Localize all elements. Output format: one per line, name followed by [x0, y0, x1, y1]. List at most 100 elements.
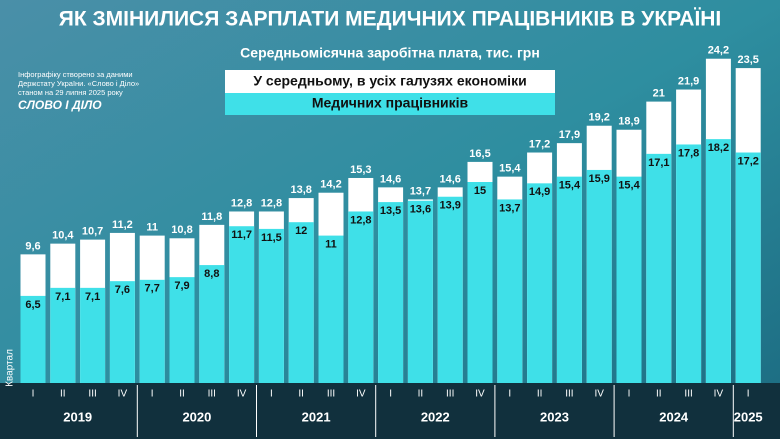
x-tick-label: II	[179, 389, 185, 400]
source-note: станом на 29 липня 2025 року	[18, 88, 123, 97]
x-tick-label: III	[684, 389, 692, 400]
bar-medical	[288, 222, 314, 383]
bar-medical	[139, 279, 165, 383]
value-label: 17,1	[648, 157, 669, 169]
bar-medical	[407, 200, 433, 383]
value-label: 14,6	[439, 173, 460, 185]
bar-medical	[50, 287, 76, 383]
value-label: 11,5	[261, 232, 282, 244]
x-tick-label: IV	[356, 389, 366, 400]
value-label: 12	[295, 225, 307, 237]
x-tick-label: II	[418, 389, 424, 400]
bar-medical	[527, 183, 553, 383]
x-tick-label: II	[298, 389, 304, 400]
value-label: 14,2	[320, 179, 341, 191]
value-label: 16,5	[469, 148, 490, 160]
value-label: 14,9	[529, 186, 550, 198]
value-label: 12,8	[350, 214, 371, 226]
bar-medical	[586, 169, 612, 383]
logo: СЛОВО І ДІЛО	[18, 98, 102, 112]
value-label: 15,4	[559, 180, 581, 192]
x-tick-label: III	[208, 389, 216, 400]
bar-medical	[258, 228, 284, 383]
value-label: 17,2	[737, 155, 758, 167]
x-tick-label: I	[389, 389, 392, 400]
bar-medical	[20, 295, 46, 383]
value-label: 7,7	[145, 283, 160, 295]
year-label: 2025	[734, 409, 763, 424]
value-label: 18,9	[618, 116, 639, 128]
value-label: 7,6	[115, 284, 130, 296]
legend-swatch	[225, 70, 555, 93]
source-note: Інфографіку створено за даними	[18, 70, 133, 79]
value-label: 10,8	[171, 224, 192, 236]
x-tick-label: II	[656, 389, 662, 400]
x-tick-label: I	[270, 389, 273, 400]
bar-medical	[735, 152, 761, 383]
legend-swatch	[225, 93, 555, 115]
chart-title: ЯК ЗМІНИЛИСЯ ЗАРПЛАТИ МЕДИЧНИХ ПРАЦІВНИК…	[59, 8, 722, 31]
bar-medical	[467, 182, 493, 383]
value-label: 21	[653, 88, 665, 100]
value-label: 15,9	[588, 173, 609, 185]
x-tick-label: III	[327, 389, 335, 400]
value-label: 8,8	[204, 268, 219, 280]
value-label: 17,2	[529, 138, 550, 150]
x-tick-label: I	[628, 389, 631, 400]
chart-subtitle: Середньомісячна заробітна плата, тис. гр…	[240, 45, 540, 61]
year-label: 2020	[182, 409, 211, 424]
year-label: 2021	[302, 409, 331, 424]
value-label: 6,5	[25, 299, 40, 311]
bar-medical	[616, 176, 642, 383]
value-label: 13,8	[290, 184, 311, 196]
bar-medical	[676, 144, 702, 383]
bar-medical	[437, 196, 463, 383]
bar-medical	[497, 199, 523, 383]
value-label: 15,3	[350, 164, 371, 176]
value-label: 7,1	[55, 291, 70, 303]
x-tick-label: IV	[118, 389, 128, 400]
x-tick-label: I	[32, 389, 35, 400]
bar-medical	[169, 277, 195, 383]
value-label: 14,6	[380, 173, 401, 185]
value-label: 13,9	[439, 200, 460, 212]
value-label: 13,5	[380, 205, 401, 217]
bar-medical	[199, 265, 225, 383]
value-label: 7,9	[174, 280, 189, 292]
value-label: 15	[474, 185, 486, 197]
value-label: 13,6	[410, 204, 431, 216]
value-label: 11,7	[231, 229, 252, 241]
legend-label: У середньому, в усіх галузях економіки	[253, 73, 526, 89]
value-label: 17,8	[678, 147, 699, 159]
axis-band	[0, 383, 780, 439]
bar-medical	[229, 226, 255, 383]
x-axis-title: Квартал	[5, 349, 16, 387]
bar-medical	[646, 153, 672, 383]
year-label: 2024	[659, 409, 689, 424]
value-label: 24,2	[708, 45, 729, 57]
bar-medical	[109, 281, 135, 383]
value-label: 13,7	[499, 202, 520, 214]
value-label: 12,8	[231, 197, 252, 209]
year-label: 2022	[421, 409, 450, 424]
x-tick-label: IV	[714, 389, 724, 400]
value-label: 15,4	[618, 180, 640, 192]
x-tick-label: III	[565, 389, 573, 400]
x-tick-label: IV	[475, 389, 485, 400]
value-label: 21,9	[678, 75, 699, 87]
value-label: 15,4	[499, 163, 521, 175]
x-tick-label: III	[446, 389, 454, 400]
value-label: 12,8	[261, 197, 282, 209]
value-label: 11,2	[112, 219, 133, 231]
legend-label: Медичних працівників	[312, 95, 469, 111]
value-label: 17,9	[559, 129, 580, 141]
value-label: 9,6	[25, 240, 40, 252]
value-label: 18,2	[708, 142, 729, 154]
x-tick-label: I	[747, 389, 750, 400]
bar-medical	[556, 176, 582, 383]
value-label: 7,1	[85, 291, 100, 303]
value-label: 11	[325, 239, 337, 251]
x-tick-label: IV	[594, 389, 604, 400]
year-label: 2019	[63, 409, 92, 424]
